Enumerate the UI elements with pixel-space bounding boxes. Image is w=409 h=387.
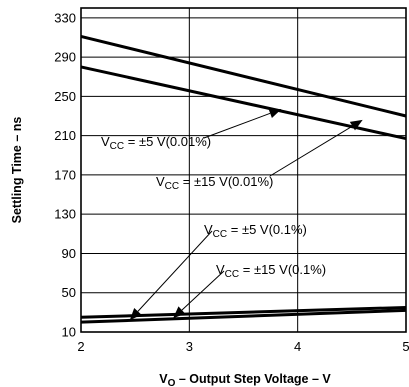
x-tick-label: 5 (402, 339, 409, 354)
y-tick-label: 250 (54, 89, 76, 104)
plot-border (80, 7, 407, 333)
annotation-sub: CC (213, 229, 227, 240)
annotation-pre: V (216, 262, 225, 277)
y-tick-labels: 10 50 90 130 170 210 250 290 330 (54, 10, 76, 339)
arrow-head (349, 119, 363, 131)
series-line-4 (80, 308, 407, 324)
annotation-pre: V (156, 174, 165, 189)
series-line-1 (80, 35, 407, 118)
annotation-post: = ±15 V(0.01%) (179, 174, 273, 189)
arrow-head (173, 306, 186, 319)
annotation-label: VCC = ±15 V(0.1%) (216, 262, 326, 280)
annotation-4: VCC = ±15 V(0.1%) (173, 262, 326, 319)
arrow-head (129, 308, 142, 321)
annotation-post: = ±15 V(0.1%) (239, 262, 326, 277)
arrow-shaft (269, 125, 353, 177)
annotation-3: VCC = ±5 V(0.1%) (129, 222, 307, 321)
annotation-post: = ±5 V(0.01%) (124, 134, 211, 149)
annotation-2: VCC = ±15 V(0.01%) (156, 119, 363, 192)
arrow-shaft (203, 112, 271, 139)
y-tick-label: 210 (54, 128, 76, 143)
x-tick-label: 2 (77, 339, 84, 354)
annotation-sub: CC (165, 181, 179, 192)
x-axis-title: VO – Output Step Voltage – V (159, 372, 331, 387)
annotation-label: VCC = ±5 V(0.1%) (204, 222, 307, 240)
annotation-1: VCC = ±5 V(0.01%) (101, 108, 282, 152)
y-tick-label: 170 (54, 167, 76, 182)
annotation-post: = ±5 V(0.1%) (227, 222, 307, 237)
annotation-label: VCC = ±5 V(0.01%) (101, 134, 211, 152)
plot-area (81, 8, 406, 332)
x-tick-labels: 2 3 4 5 (77, 339, 409, 354)
x-tick-label: 4 (294, 339, 301, 354)
annotations: VCC = ±5 V(0.01%)VCC = ±15 V(0.01%)VCC =… (101, 108, 363, 321)
arrow-shaft (181, 270, 225, 311)
y-tick-label: 290 (54, 50, 76, 65)
y-tick-label: 50 (62, 285, 76, 300)
y-tick-label: 90 (62, 246, 76, 261)
annotation-pre: V (204, 222, 213, 237)
annotation-sub: CC (225, 269, 239, 280)
annotation-pre: V (101, 134, 110, 149)
y-axis-title: Settling Time – ns (10, 117, 24, 224)
x-tick-label: 3 (186, 339, 193, 354)
arrow-head (268, 108, 282, 119)
arrow-shaft (137, 230, 213, 312)
annotation-label: VCC = ±15 V(0.01%) (156, 174, 273, 192)
y-tick-label: 10 (62, 325, 76, 340)
annotation-sub: CC (110, 141, 124, 152)
y-tick-label: 330 (54, 10, 76, 25)
y-tick-label: 130 (54, 207, 76, 222)
